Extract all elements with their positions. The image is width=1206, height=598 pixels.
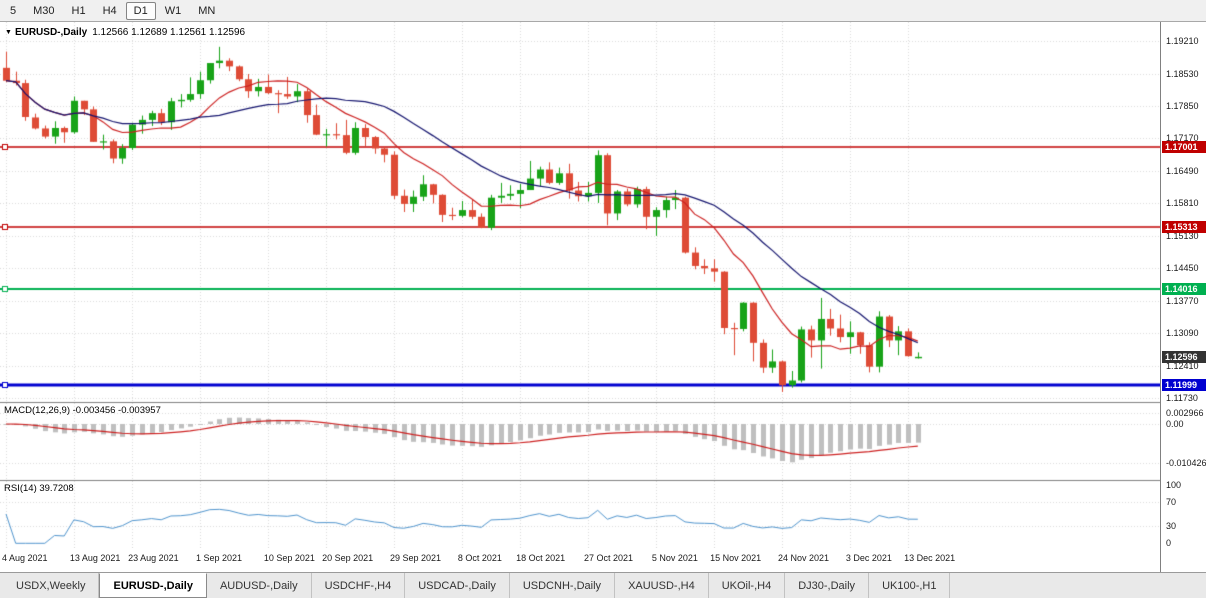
date-axis-label: 27 Oct 2021 <box>584 553 634 563</box>
timeframe-button-h4[interactable]: H4 <box>102 4 117 17</box>
chart-ohlc-values: 1.12566 1.12689 1.12561 1.12596 <box>92 27 246 38</box>
date-axis-label: 13 Dec 2021 <box>904 553 956 563</box>
rsi-axis-label: 30 <box>1166 520 1177 531</box>
date-axis-label: 4 Aug 2021 <box>2 553 48 563</box>
date-axis-label: 3 Dec 2021 <box>845 553 892 563</box>
chart-tab[interactable]: UK100-,H1 <box>869 573 951 598</box>
timeframe-button-w1[interactable]: W1 <box>164 4 182 17</box>
chart-tab[interactable]: UKOil-,H4 <box>708 573 786 598</box>
chart-tab[interactable]: USDCNH-,Daily <box>509 573 616 598</box>
chart-tab[interactable]: USDCHF-,H4 <box>311 573 406 598</box>
price-axis-label: 1.13770 <box>1166 295 1199 306</box>
timeframe-button-5[interactable]: 5 <box>10 4 17 17</box>
price-axis-label: 1.18530 <box>1166 68 1199 79</box>
price-axis[interactable]: 1.19210 1.18530 1.17850 1.17170 1.16490 1.158… <box>1160 22 1206 572</box>
rsi-indicator-label: RSI(14) 39.7208 <box>4 483 74 494</box>
date-axis-label: 10 Sep 2021 <box>263 553 315 563</box>
chart-tab[interactable]: EURUSD-,Daily <box>99 573 207 598</box>
date-axis-label: 13 Aug 2021 <box>69 553 121 563</box>
chart-tab[interactable]: USDCAD-,Daily <box>405 573 510 598</box>
price-level-badge: 1.12596 <box>1162 350 1206 363</box>
date-axis-label: 20 Sep 2021 <box>322 553 374 563</box>
price-axis-label: 1.19210 <box>1166 36 1199 47</box>
macd-axis-label: 0.00 <box>1166 419 1184 429</box>
date-axis[interactable]: 4 Aug 2021 13 Aug 2021 23 Aug 2021 1 Sep 20… <box>0 548 1160 572</box>
timeframe-button-mn[interactable]: MN <box>198 4 216 17</box>
price-axis-label: 1.17850 <box>1166 101 1199 112</box>
date-axis-label: 29 Sep 2021 <box>390 553 442 563</box>
rsi-axis-label: 100 <box>1166 479 1182 490</box>
chart-tab[interactable]: DJ30-,Daily <box>785 573 870 598</box>
chart-tabbar: USDX,Weekly EURUSD-,Daily AUDUSD-,Daily USD… <box>0 572 1206 598</box>
price-axis-label: 1.12410 <box>1166 360 1199 371</box>
rsi-axis-label: 0 <box>1166 538 1172 549</box>
chart-tab[interactable]: AUDUSD-,Daily <box>206 573 312 598</box>
macd-axis-label: -0.010426 <box>1166 457 1206 468</box>
price-level-badge: 1.17001 <box>1162 140 1206 153</box>
price-level-badge: 1.15313 <box>1162 221 1206 234</box>
price-axis-label: 1.15810 <box>1166 198 1199 209</box>
chart-dropdown-icon[interactable]: ▼ <box>5 29 12 36</box>
macd-axis-label: 0.002966 <box>1166 408 1204 419</box>
timeframe-button-d1[interactable]: D1 <box>125 1 156 20</box>
date-axis-label: 5 Nov 2021 <box>651 553 698 563</box>
timeframe-button-m30[interactable]: M30 <box>33 4 55 17</box>
chart-tab[interactable]: USDX,Weekly <box>3 573 100 598</box>
macd-indicator-label: MACD(12,26,9) -0.003456 -0.003957 <box>4 405 161 416</box>
price-axis-label: 1.15130 <box>1166 230 1199 241</box>
price-level-badge: 1.11999 <box>1162 379 1206 392</box>
price-axis-label: 1.16490 <box>1166 165 1199 176</box>
rsi-axis-label: 70 <box>1166 497 1177 508</box>
timeframe-button-h1[interactable]: H1 <box>71 4 86 17</box>
date-axis-label: 8 Oct 2021 <box>457 553 502 563</box>
chart-symbol-label: EURUSD-,Daily <box>14 27 88 38</box>
date-axis-label: 18 Oct 2021 <box>516 553 566 563</box>
timeframe-toolbar: 5 M30 H1 H4 D1 W1 MN <box>0 0 1206 22</box>
date-axis-label: 15 Nov 2021 <box>710 553 762 563</box>
date-axis-label: 1 Sep 2021 <box>196 553 243 563</box>
chart-tab[interactable]: XAUUSD-,H4 <box>615 573 709 598</box>
price-axis-label: 1.17170 <box>1166 133 1199 144</box>
price-level-badge: 1.14016 <box>1162 283 1206 296</box>
price-axis-label: 1.11730 <box>1166 393 1198 404</box>
price-chart-canvas[interactable] <box>0 22 1160 548</box>
price-axis-label: 1.14450 <box>1166 263 1199 274</box>
date-axis-label: 23 Aug 2021 <box>128 553 179 563</box>
date-axis-label: 24 Nov 2021 <box>778 553 830 563</box>
chart-title: ▼ EURUSD-,Daily 1.12566 1.12689 1.12561 1.… <box>5 27 245 38</box>
price-axis-label: 1.13090 <box>1166 328 1199 339</box>
